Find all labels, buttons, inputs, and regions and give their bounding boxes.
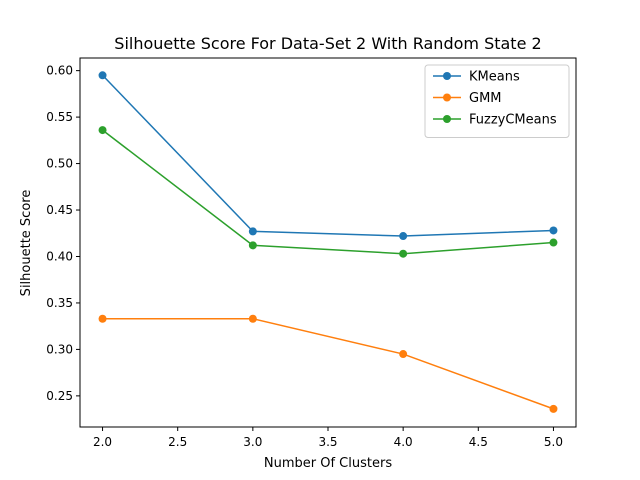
- y-tick-label: 0.55: [46, 110, 73, 124]
- data-point-gmm: [98, 314, 107, 323]
- x-axis-label: Number Of Clusters: [264, 456, 392, 471]
- data-point-kmeans: [98, 71, 107, 80]
- data-point-kmeans: [399, 232, 408, 241]
- legend-marker-kmeans: [443, 72, 451, 80]
- y-tick-label: 0.60: [46, 64, 73, 78]
- y-tick-label: 0.35: [46, 296, 73, 310]
- y-tick-label: 0.30: [46, 342, 73, 356]
- x-tick-label: 4.0: [394, 435, 413, 449]
- data-point-fuzzycmeans: [549, 238, 558, 247]
- legend-marker-gmm: [443, 93, 451, 102]
- x-tick-label: 2.5: [168, 435, 187, 449]
- x-tick-label: 4.5: [469, 435, 488, 449]
- data-point-kmeans: [549, 226, 558, 235]
- plot-area: 2.0 2.5 3.0 3.5 4.0 4.5 5.0 0.25 0.30 0.35 0.40 0.4…: [46, 64, 563, 449]
- x-tick-label: 3.0: [243, 435, 262, 449]
- series-line-kmeans: [102, 74, 554, 237]
- x-tick-label: 3.5: [318, 435, 337, 449]
- plot-frame: [79, 57, 577, 428]
- data-point-gmm: [549, 404, 558, 413]
- data-point-kmeans: [248, 227, 257, 236]
- y-tick-label: 0.45: [46, 203, 73, 217]
- legend-label-gmm: GMM: [469, 91, 502, 106]
- data-point-fuzzycmeans: [248, 241, 257, 250]
- data-point-gmm: [399, 350, 408, 359]
- x-tick-label: 2.0: [93, 435, 112, 449]
- data-point-fuzzycmeans: [399, 249, 408, 258]
- series-line-fuzzycmeans: [102, 129, 554, 255]
- legend: KMeans GMM FuzzyCMeans: [424, 64, 570, 138]
- data-point-gmm: [248, 314, 257, 323]
- y-tick-label: 0.40: [46, 249, 73, 263]
- legend-marker-fuzzycmeans: [443, 115, 451, 123]
- series-line-gmm: [102, 317, 554, 410]
- y-axis-label: Silhouette Score: [19, 190, 34, 297]
- y-tick-label: 0.25: [46, 389, 73, 403]
- legend-label-fuzzycmeans: FuzzyCMeans: [469, 113, 557, 128]
- y-tick-label: 0.50: [46, 157, 73, 171]
- x-tick-label: 5.0: [544, 435, 563, 449]
- legend-label-kmeans: KMeans: [469, 70, 520, 85]
- chart-title: Silhouette Score For Data-Set 2 With Ran…: [114, 34, 541, 53]
- data-point-fuzzycmeans: [98, 126, 107, 135]
